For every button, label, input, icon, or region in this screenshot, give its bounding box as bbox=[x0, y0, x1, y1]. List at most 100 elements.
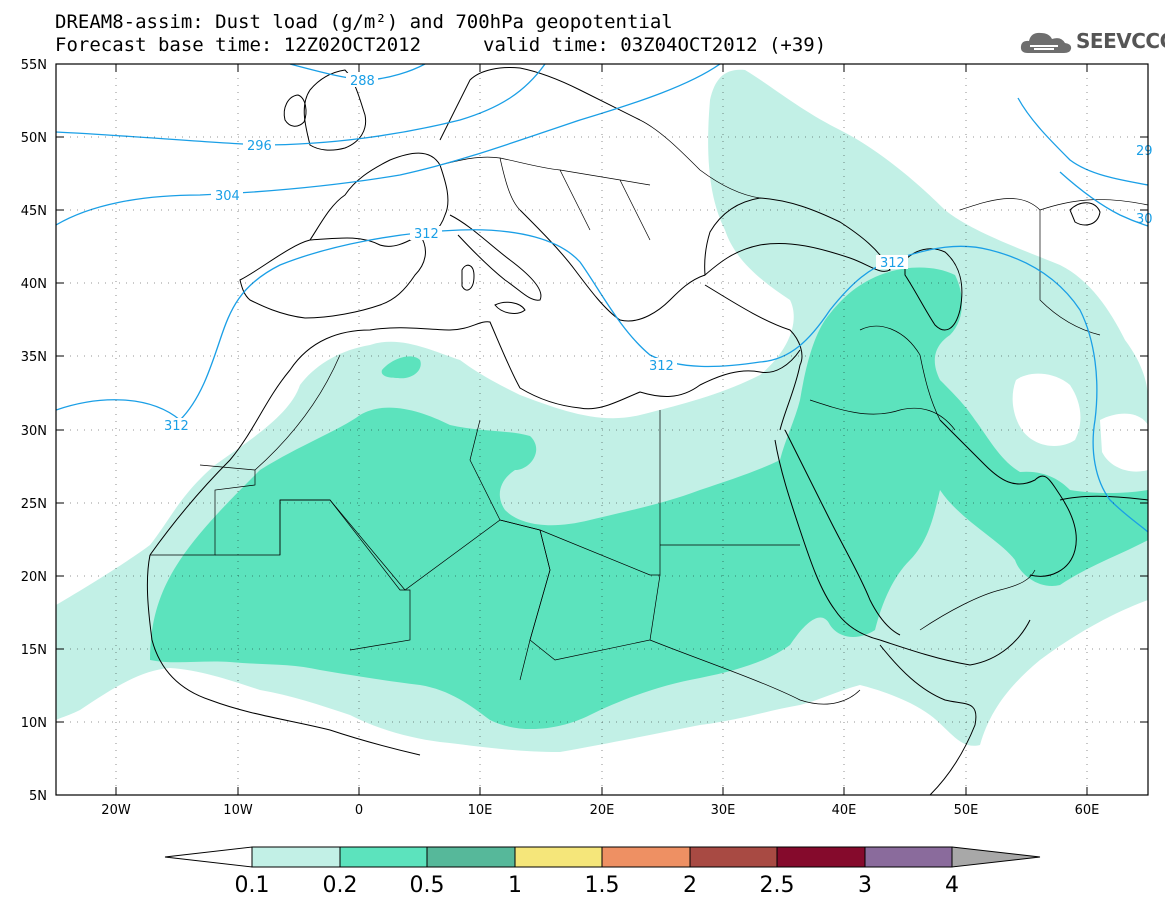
coastlines bbox=[146, 67, 1148, 795]
lat-label: 40N bbox=[21, 277, 47, 292]
colorbar-segment bbox=[601, 846, 691, 868]
dust-band-0.2 bbox=[150, 267, 1148, 730]
contour-label: 312 bbox=[649, 359, 674, 374]
tick-marks bbox=[56, 63, 1148, 796]
lon-label: 10E bbox=[468, 803, 493, 818]
colorbar-tick: 4 bbox=[945, 873, 959, 898]
colorbar-tick: 3 bbox=[858, 873, 872, 898]
colorbar-labels: 0.1 0.2 0.5 1 1.5 2 2.5 3 4 bbox=[235, 873, 960, 898]
coast-aral-region bbox=[1069, 202, 1101, 226]
coast-north-africa bbox=[149, 321, 801, 556]
lat-label: 35N bbox=[21, 350, 47, 365]
colorbar-segment bbox=[426, 846, 516, 868]
border-east-europe bbox=[639, 119, 761, 199]
lon-label: 20W bbox=[101, 803, 131, 818]
contour-label: 312 bbox=[880, 256, 905, 271]
colorbar-tick: 1 bbox=[508, 873, 522, 898]
lat-label: 25N bbox=[21, 497, 47, 512]
lon-label: 0 bbox=[355, 803, 363, 818]
lon-label: 30E bbox=[711, 803, 736, 818]
valid-time: valid time: 03Z04OCT2012 (+39) bbox=[483, 34, 827, 56]
lat-label: 15N bbox=[21, 643, 47, 658]
lat-label: 50N bbox=[21, 131, 47, 146]
lat-label: 20N bbox=[21, 570, 47, 585]
coast-persian-gulf bbox=[939, 419, 1077, 577]
colorbar-segment bbox=[689, 846, 778, 868]
lat-label: 45N bbox=[21, 204, 47, 219]
lat-label: 5N bbox=[29, 789, 47, 804]
contour-312-west bbox=[56, 229, 1148, 533]
lat-label: 10N bbox=[21, 716, 47, 731]
colorbar-segment bbox=[514, 846, 603, 868]
base-time: Forecast base time: 12Z02OCT2012 bbox=[55, 34, 422, 56]
coast-british-isles bbox=[303, 69, 367, 151]
coast-italy bbox=[449, 214, 542, 301]
border-iran-afghanistan bbox=[1039, 210, 1101, 336]
lon-label: 10W bbox=[223, 803, 253, 818]
border-algeria-morocco bbox=[254, 354, 341, 471]
colorbar-tick: 2 bbox=[683, 873, 697, 898]
coast-red-sea-west bbox=[774, 439, 881, 641]
contour-label: 29 bbox=[1136, 144, 1153, 159]
seevccc-logo: SEEVCCC bbox=[1018, 27, 1165, 57]
colorbar-tick: 0.1 bbox=[235, 873, 270, 898]
longitude-labels: 20W 10W 0 10E 20E 30E 40E 50E 60E bbox=[101, 803, 1099, 818]
lon-label: 20E bbox=[590, 803, 615, 818]
coast-ireland bbox=[283, 94, 307, 127]
map-area bbox=[56, 64, 1148, 795]
border-iraq-iran bbox=[859, 325, 941, 421]
country-borders bbox=[150, 119, 1148, 705]
colorbar-segment bbox=[864, 846, 953, 868]
dust-spot-atlas bbox=[381, 356, 421, 379]
colorbar-segment bbox=[776, 846, 866, 868]
colorbar-under bbox=[164, 846, 253, 868]
cloud-icon bbox=[1020, 32, 1072, 53]
contour-labels: 288 296 304 312 312 312 312 29 30 bbox=[160, 73, 1153, 434]
lat-label: 55N bbox=[21, 58, 47, 73]
border-yemen-oman bbox=[919, 569, 1036, 631]
dust-clear-patch-arabia bbox=[1012, 373, 1081, 446]
contour-label: 288 bbox=[350, 74, 375, 89]
colorbar-tick: 2.5 bbox=[760, 873, 795, 898]
colorbar-segment bbox=[251, 846, 341, 868]
contour-ne-2 bbox=[1059, 171, 1148, 227]
contour-label: 30 bbox=[1136, 212, 1153, 227]
logo-text: SEEVCCC bbox=[1076, 29, 1165, 53]
forecast-time-line: Forecast base time: 12Z02OCT2012 valid ti… bbox=[55, 34, 826, 56]
contour-296 bbox=[56, 64, 546, 146]
graticule bbox=[56, 64, 1148, 795]
contour-ne-1 bbox=[1017, 97, 1148, 186]
border-kazakh bbox=[959, 198, 1148, 211]
contour-304 bbox=[56, 64, 721, 226]
coast-scandinavia-baltic bbox=[439, 67, 641, 141]
border-europe-interior bbox=[439, 156, 651, 241]
coast-black-sea bbox=[704, 197, 891, 277]
coast-sardinia bbox=[461, 264, 475, 291]
contour-label: 304 bbox=[215, 189, 240, 204]
colorbar-tick: 1.5 bbox=[585, 873, 620, 898]
colorbar-tick: 0.2 bbox=[323, 873, 358, 898]
border-chad-sudan bbox=[529, 529, 661, 661]
lon-label: 60E bbox=[1075, 803, 1100, 818]
border-saudi-iraq bbox=[809, 399, 956, 431]
coast-iran-east bbox=[1059, 495, 1148, 501]
contour-label: 312 bbox=[164, 419, 189, 434]
coast-horn-africa bbox=[879, 644, 977, 795]
contour-label: 296 bbox=[247, 139, 272, 154]
contour-label: 312 bbox=[414, 227, 439, 242]
colorbar-tick: 0.5 bbox=[410, 873, 445, 898]
lon-label: 50E bbox=[954, 803, 979, 818]
colorbar bbox=[164, 846, 1041, 868]
coast-iberia bbox=[239, 234, 426, 319]
colorbar-over bbox=[951, 846, 1041, 868]
lat-label: 30N bbox=[21, 424, 47, 439]
geopotential-contours bbox=[56, 64, 1148, 533]
lon-label: 40E bbox=[832, 803, 857, 818]
border-sudan-ethiopia bbox=[649, 639, 861, 705]
colorbar-segment bbox=[339, 846, 428, 868]
map-title: DREAM8-assim: Dust load (g/m²) and 700hP… bbox=[55, 11, 673, 33]
border-western-sahara bbox=[150, 464, 256, 556]
coast-west-africa bbox=[146, 554, 421, 756]
coast-sicily bbox=[494, 301, 526, 314]
